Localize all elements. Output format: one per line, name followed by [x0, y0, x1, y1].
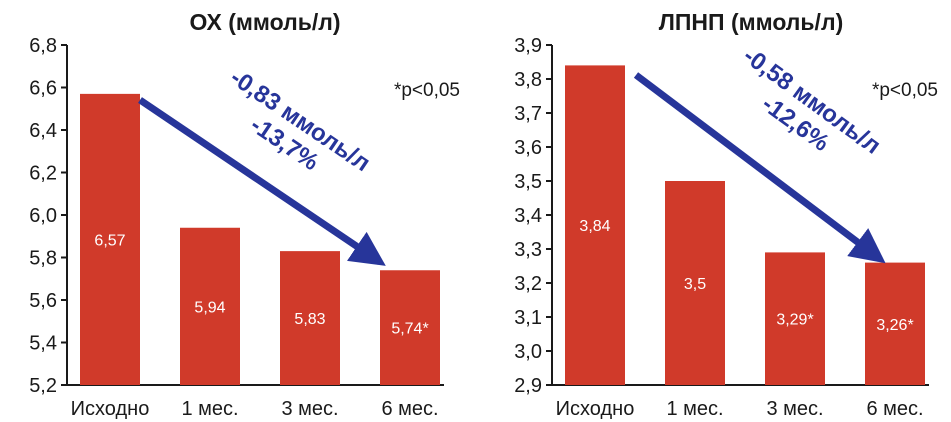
significance-note: *p<0,05	[394, 80, 460, 101]
data-labels: 3,84 3,5 3,29* 3,26*	[579, 218, 913, 334]
data-labels: 6,57 5,94 5,83 5,74*	[94, 232, 428, 337]
bar-value-label: 3,5	[684, 276, 706, 293]
x-category-label: Исходно	[71, 398, 150, 420]
y-tick-label: 2,9	[514, 375, 542, 397]
y-tick-label: 6,2	[29, 163, 57, 185]
y-tick-label: 5,6	[29, 290, 57, 312]
y-tick-label: 5,4	[29, 333, 57, 355]
y-tick-label: 3,3	[514, 239, 542, 261]
bar-value-label: 5,74*	[391, 321, 428, 338]
x-category-label: 1 мес.	[181, 398, 238, 420]
chart-ox: ОХ (ммоль/л) 5,2 5,4 5,6 5,8 6,0 6,2 6,4 6,6 6,8…	[29, 9, 460, 420]
bar-value-label: 5,83	[294, 311, 325, 328]
chart-title: ЛПНП (ммоль/л)	[659, 9, 843, 35]
x-axis-labels: Исходно 1 мес. 3 мес. 6 мес.	[556, 398, 924, 420]
chart-panel-ox: ОХ (ммоль/л) 5,2 5,4 5,6 5,8 6,0 6,2 6,4 6,6 6,8…	[0, 0, 470, 422]
y-tick-label: 5,2	[29, 375, 57, 397]
y-tick-label: 3,2	[514, 273, 542, 295]
bar-value-label: 3,26*	[876, 317, 913, 334]
y-tick-label: 6,0	[29, 205, 57, 227]
bar	[380, 270, 440, 385]
trend-arrow	[138, 97, 386, 266]
bar	[865, 262, 925, 385]
bars	[565, 65, 925, 386]
chart-panel-ldl: ЛПНП (ммоль/л) 2,9 3,0 3,1 3,2 3,3 3,4 3,5 3,6 3…	[480, 0, 951, 422]
bar-value-label: 3,84	[579, 218, 610, 235]
y-tick-label: 5,8	[29, 248, 57, 270]
trend-annotation: -0,83 ммоль/л -13,7%	[225, 64, 375, 177]
bar	[765, 252, 825, 385]
significance-note: *p<0,05	[872, 80, 938, 101]
bar	[565, 65, 625, 386]
y-tick-label: 3,4	[514, 205, 542, 227]
y-tick-label: 3,9	[514, 35, 542, 57]
chart-title: ОХ (ммоль/л)	[189, 9, 340, 35]
y-tick-label: 3,5	[514, 171, 542, 193]
y-tick-label: 3,7	[514, 103, 542, 125]
bar	[80, 93, 140, 385]
y-tick-label: 3,8	[514, 69, 542, 91]
bar-value-label: 6,57	[94, 232, 125, 249]
x-axis-labels: Исходно 1 мес. 3 мес. 6 мес.	[71, 398, 439, 420]
y-tick-label: 3,6	[514, 137, 542, 159]
x-category-label: 1 мес.	[666, 398, 723, 420]
bars	[80, 93, 440, 385]
y-tick-label: 6,8	[29, 35, 57, 57]
x-category-label: 3 мес.	[766, 398, 823, 420]
bar-value-label: 5,94	[194, 299, 225, 316]
x-category-label: 3 мес.	[281, 398, 338, 420]
x-category-label: 6 мес.	[866, 398, 923, 420]
bar	[280, 251, 340, 385]
y-tick-label: 6,6	[29, 78, 57, 100]
chart-ldl: ЛПНП (ммоль/л) 2,9 3,0 3,1 3,2 3,3 3,4 3,5 3,6 3…	[514, 9, 938, 420]
bar	[180, 227, 240, 385]
y-tick-label: 3,0	[514, 341, 542, 363]
y-tick-label: 3,1	[514, 307, 542, 329]
trend-arrow	[633, 72, 886, 264]
x-category-label: Исходно	[556, 398, 635, 420]
x-category-label: 6 мес.	[381, 398, 438, 420]
y-tick-label: 6,4	[29, 120, 57, 142]
bar	[665, 181, 725, 385]
bar-value-label: 3,29*	[776, 312, 813, 329]
